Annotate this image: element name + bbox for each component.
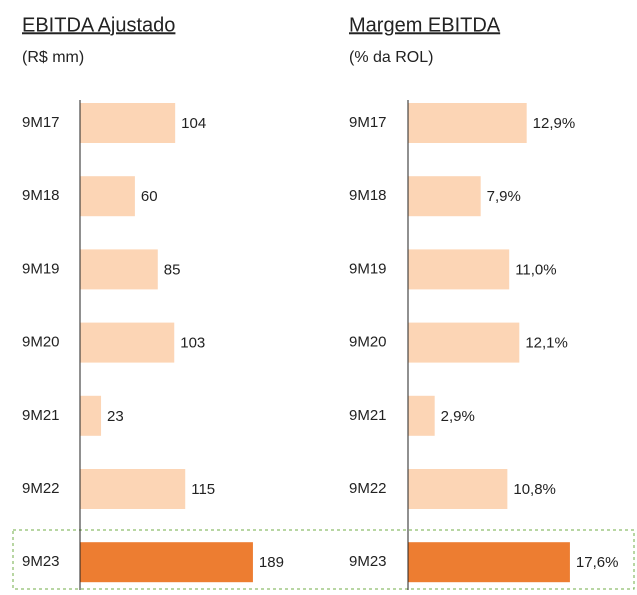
- value-label: 10,8%: [513, 481, 556, 498]
- category-label: 9M22: [22, 480, 60, 497]
- category-label: 9M19: [349, 260, 387, 277]
- value-label: 7,9%: [487, 188, 521, 205]
- bar: [408, 322, 520, 363]
- value-label: 60: [141, 188, 158, 205]
- category-label: 9M22: [349, 480, 387, 497]
- chart-title: Margem EBITDA: [349, 14, 501, 36]
- category-label: 9M23: [22, 553, 60, 570]
- bar: [80, 395, 102, 436]
- bar: [408, 395, 435, 436]
- category-label: 9M21: [349, 407, 387, 424]
- value-label: 23: [107, 408, 124, 425]
- chart-subtitle: (% da ROL): [349, 49, 433, 66]
- bar: [408, 103, 527, 143]
- value-label: 103: [180, 335, 205, 352]
- value-label: 17,6%: [576, 554, 619, 571]
- category-label: 9M23: [349, 553, 387, 570]
- category-label: 9M20: [22, 334, 60, 351]
- value-label: 2,9%: [441, 408, 475, 425]
- bar: [80, 103, 176, 143]
- category-label: 9M18: [22, 187, 60, 204]
- category-label: 9M17: [349, 114, 387, 131]
- highlight-box: [12, 529, 635, 590]
- value-label: 12,9%: [533, 115, 576, 132]
- category-label: 9M18: [349, 187, 387, 204]
- category-label: 9M19: [22, 260, 60, 277]
- value-label: 104: [181, 115, 206, 132]
- value-label: 85: [164, 261, 181, 278]
- bar: [80, 469, 186, 509]
- bar: [408, 469, 508, 509]
- value-label: 115: [191, 481, 215, 498]
- bar: [408, 542, 570, 583]
- chart-title: EBITDA Ajustado: [22, 14, 175, 36]
- bar: [408, 249, 510, 290]
- category-label: 9M17: [22, 114, 60, 131]
- bar: [80, 542, 253, 583]
- bar: [408, 176, 481, 217]
- value-label: 12,1%: [525, 335, 568, 352]
- value-label: 189: [259, 554, 284, 571]
- chart-subtitle: (R$ mm): [22, 49, 84, 66]
- category-label: 9M21: [22, 407, 60, 424]
- category-label: 9M20: [349, 334, 387, 351]
- value-label: 11,0%: [515, 261, 556, 278]
- bar: [80, 176, 135, 217]
- bar: [80, 249, 158, 290]
- bar: [80, 322, 175, 363]
